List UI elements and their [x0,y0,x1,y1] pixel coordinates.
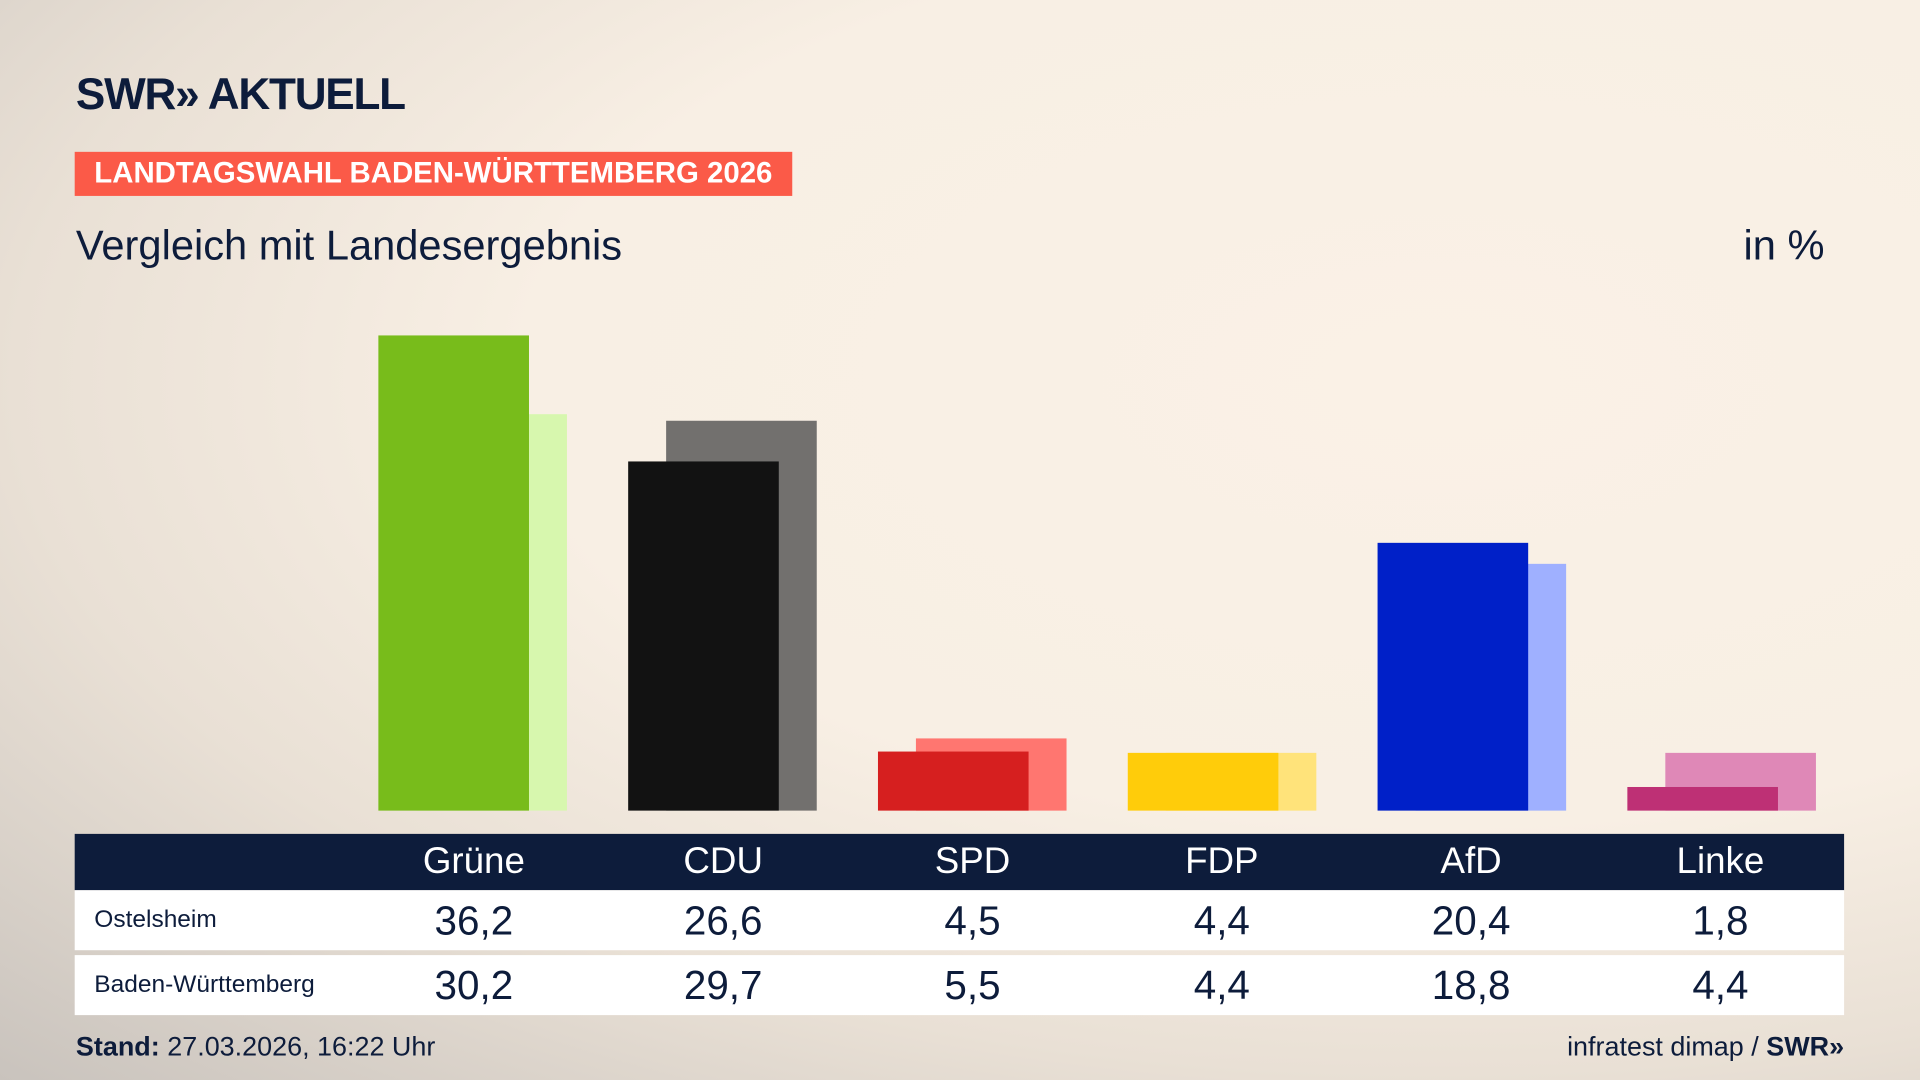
value-label: 26,6 [683,897,763,943]
column-header: Linke [1676,841,1765,882]
unit-label: in % [1743,222,1825,270]
bar-local-4 [1377,542,1529,811]
value-label: 5,5 [944,962,1001,1008]
value-label: 20,4 [1431,897,1511,943]
column-header: SPD [934,841,1011,882]
value-label: 29,7 [683,962,763,1008]
table-header: Grüne CDU SPD FDP AfD Linke [74,833,1845,891]
value-label: 36,2 [434,897,514,943]
timestamp: Stand: 27.03.2026, 16:22 Uhr [76,1031,435,1063]
table-row: Ostelsheim 36,2 26,6 4,5 4,4 20,4 1,8 [74,890,1845,951]
value-label: 18,8 [1431,962,1511,1008]
source-name: infratest dimap [1567,1031,1744,1062]
stand-value: 27.03.2026, 16:22 Uhr [167,1031,436,1062]
source-credit: infratest dimap / SWR» [1567,1031,1844,1063]
table-row: Baden-Württemberg 30,2 29,7 5,5 4,4 18,8 4,4 [74,955,1845,1016]
column-header: FDP [1185,841,1259,882]
bar-local-3 [1127,752,1279,811]
value-label: 4,5 [944,897,1001,943]
bar-local-1 [628,461,779,811]
value-label: 4,4 [1193,962,1250,1008]
column-header: AfD [1440,841,1502,882]
swr-logo: SWR» [1766,1031,1845,1062]
row-label: Ostelsheim [94,906,217,934]
bar-local-0 [378,335,529,811]
chart-subtitle: Vergleich mit Landesergebnis [75,222,623,270]
swr-aktuell-logo: SWR» AKTUELL [75,68,406,119]
value-label: 30,2 [434,962,514,1008]
stand-label: Stand: [75,1031,160,1062]
value-label: 4,4 [1193,897,1250,943]
column-header: Grüne [422,841,525,882]
value-label: 4,4 [1692,962,1749,1008]
results-table: Grüne CDU SPD FDP AfD Linke Ostelsheim 36,2 26… [74,833,1845,1016]
column-header: CDU [683,841,763,882]
election-kicker: LANDTAGSWAHL BADEN-WÜRTTEMBERG 2026 [74,151,793,196]
separator: / [1751,1031,1759,1062]
bar-local-5 [1627,786,1778,811]
row-label: Baden-Württemberg [94,971,315,998]
bar-local-2 [877,751,1029,811]
value-label: 1,8 [1692,897,1749,943]
